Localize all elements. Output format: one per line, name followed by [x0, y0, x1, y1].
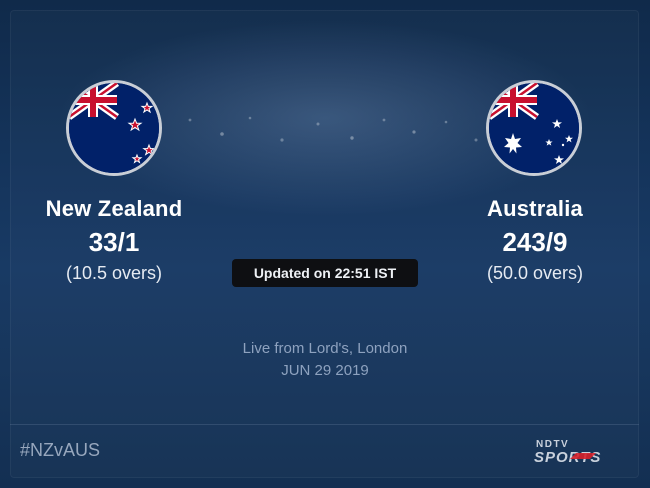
home-team-score: 33/1 [88, 227, 140, 257]
svg-text:NDTV: NDTV [536, 439, 569, 450]
footer-divider [10, 424, 639, 425]
away-team-name: Australia [487, 196, 583, 221]
away-team-overs: (50.0 overs) [486, 263, 584, 283]
australia-flag-icon [486, 80, 582, 176]
home-team-overs: (10.5 overs) [65, 263, 163, 283]
ndtv-sports-logo: NDTV SPORTS [532, 436, 632, 466]
home-team-name: New Zealand [45, 196, 183, 221]
match-hashtag: #NZvAUS [20, 440, 101, 460]
updated-time-badge: Updated on 22:51 IST [232, 259, 418, 287]
match-date: JUN 29 2019 [281, 362, 369, 379]
stadium-lights-decoration [158, 116, 478, 142]
away-team-score: 243/9 [502, 227, 568, 257]
match-venue: Live from Lord's, London [242, 340, 408, 357]
new-zealand-flag-icon [66, 80, 162, 176]
